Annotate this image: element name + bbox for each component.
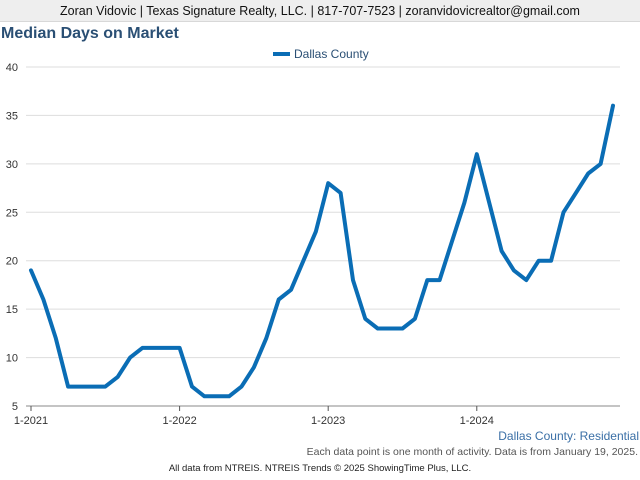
y-tick-label: 15: [6, 304, 18, 316]
chart-subtitle: Dallas County: Residential: [498, 429, 639, 443]
header-contact-bar: Zoran Vidovic | Texas Signature Realty, …: [0, 0, 640, 22]
x-tick-label: 1-2021: [14, 415, 48, 427]
x-tick-label: 1-2024: [460, 415, 494, 427]
y-tick-label: 35: [6, 110, 18, 122]
y-tick-label: 40: [6, 62, 18, 74]
source-footer: All data from NTREIS. NTREIS Trends © 20…: [168, 463, 472, 474]
x-tick-label: 1-2022: [162, 415, 196, 427]
y-tick-label: 10: [6, 353, 18, 365]
y-tick-label: 20: [6, 256, 18, 268]
y-tick-label: 5: [12, 401, 18, 413]
y-tick-label: 25: [6, 207, 18, 219]
data-note: Each data point is one month of activity…: [306, 446, 638, 458]
chart-title: Median Days on Market: [1, 25, 179, 42]
contact-line: Zoran Vidovic | Texas Signature Realty, …: [60, 4, 580, 18]
x-tick-label: 1-2023: [311, 415, 345, 427]
y-tick-label: 30: [6, 159, 18, 171]
series-line-dallas-county: [29, 103, 615, 399]
legend-label: Dallas County: [294, 47, 369, 61]
